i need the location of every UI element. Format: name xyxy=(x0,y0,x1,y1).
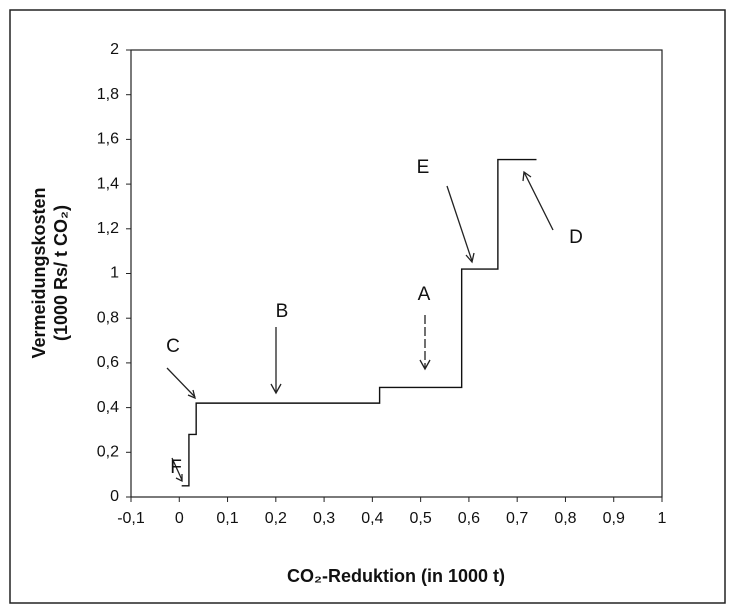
annotation: C xyxy=(166,336,180,357)
y-tick-label: 0,8 xyxy=(97,309,119,326)
annotation: E xyxy=(417,157,430,178)
x-tick-label: -0,1 xyxy=(117,510,145,527)
x-axis-label: CO₂-Reduktion (in 1000 t) xyxy=(287,566,505,586)
x-tick-label: 0,4 xyxy=(361,510,383,527)
x-tick-label: 0,5 xyxy=(410,510,432,527)
y-tick-label: 0,4 xyxy=(97,399,119,416)
x-tick-label: 0,8 xyxy=(554,510,576,527)
x-tick-label: 0,1 xyxy=(216,510,238,527)
y-tick-label: 1,8 xyxy=(97,86,119,103)
y-tick-label: 0,2 xyxy=(97,444,119,461)
annotation: A xyxy=(418,284,431,305)
y-tick-label: 1,2 xyxy=(97,220,119,237)
y-axis-label: (1000 Rs/ t CO₂) xyxy=(51,205,71,341)
y-axis-label: Vermeidungskosten xyxy=(29,187,49,358)
plot-frame xyxy=(130,49,663,498)
y-tick-label: 1 xyxy=(110,265,119,282)
x-tick-label: 0,9 xyxy=(603,510,625,527)
y-tick-label: 0,6 xyxy=(97,354,119,371)
step-line xyxy=(181,158,537,487)
x-tick-label: 0 xyxy=(175,510,184,527)
y-tick-label: 1,4 xyxy=(97,175,119,192)
x-tick-label: 0,2 xyxy=(265,510,287,527)
annotation: B xyxy=(276,301,289,322)
x-tick-label: 0,3 xyxy=(313,510,335,527)
x-tick-label: 0,6 xyxy=(458,510,480,527)
x-tick-label: 1 xyxy=(658,510,667,527)
y-tick-label: 1,6 xyxy=(97,131,119,148)
y-tick-label: 2 xyxy=(110,41,119,58)
y-tick-label: 0 xyxy=(110,488,119,505)
annotation: F xyxy=(170,457,182,478)
annotation: D xyxy=(569,227,583,248)
x-tick-label: 0,7 xyxy=(506,510,528,527)
arrows xyxy=(166,170,554,483)
outer-frame xyxy=(9,9,726,604)
